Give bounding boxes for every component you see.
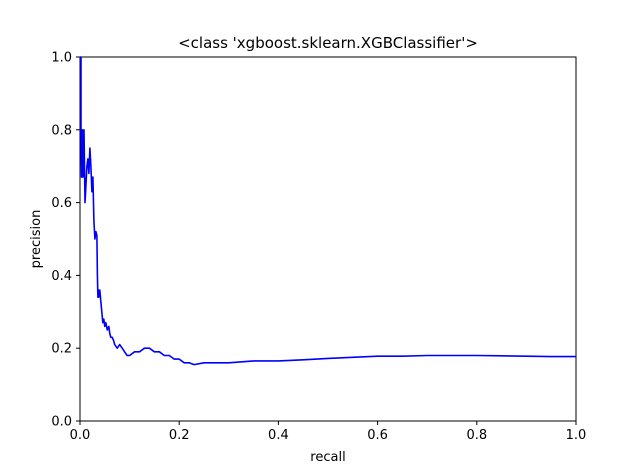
axes-frame xyxy=(79,56,577,422)
chart-title: <class 'xgboost.sklearn.XGBClassifier'> xyxy=(178,34,478,52)
x-tick-label: 0.4 xyxy=(268,428,289,443)
precision-recall-curve xyxy=(80,56,576,366)
plot-area: 0.0 0.2 0.4 0.6 0.8 1.0 0.0 0.2 0.4 0.6 0.8 1.0 xyxy=(51,51,586,444)
x-tick-label: 0.0 xyxy=(70,428,91,443)
y-axis-label: precision xyxy=(29,210,44,269)
x-tick-label: 0.2 xyxy=(169,428,190,443)
y-tick-label: 0.0 xyxy=(51,415,72,430)
y-tick-label: 1.0 xyxy=(51,51,72,66)
x-axis-label: recall xyxy=(310,450,345,465)
y-tick-label: 0.4 xyxy=(51,269,72,284)
x-axis: 0.0 0.2 0.4 0.6 0.8 1.0 xyxy=(70,421,587,443)
y-tick-label: 0.8 xyxy=(51,123,72,138)
x-tick-label: 0.8 xyxy=(466,428,487,443)
x-tick-label: 1.0 xyxy=(566,428,587,443)
y-axis: 0.0 0.2 0.4 0.6 0.8 1.0 xyxy=(51,51,80,430)
y-tick-label: 0.2 xyxy=(51,342,72,357)
x-tick-label: 0.6 xyxy=(367,428,388,443)
y-tick-label: 0.6 xyxy=(51,196,72,211)
